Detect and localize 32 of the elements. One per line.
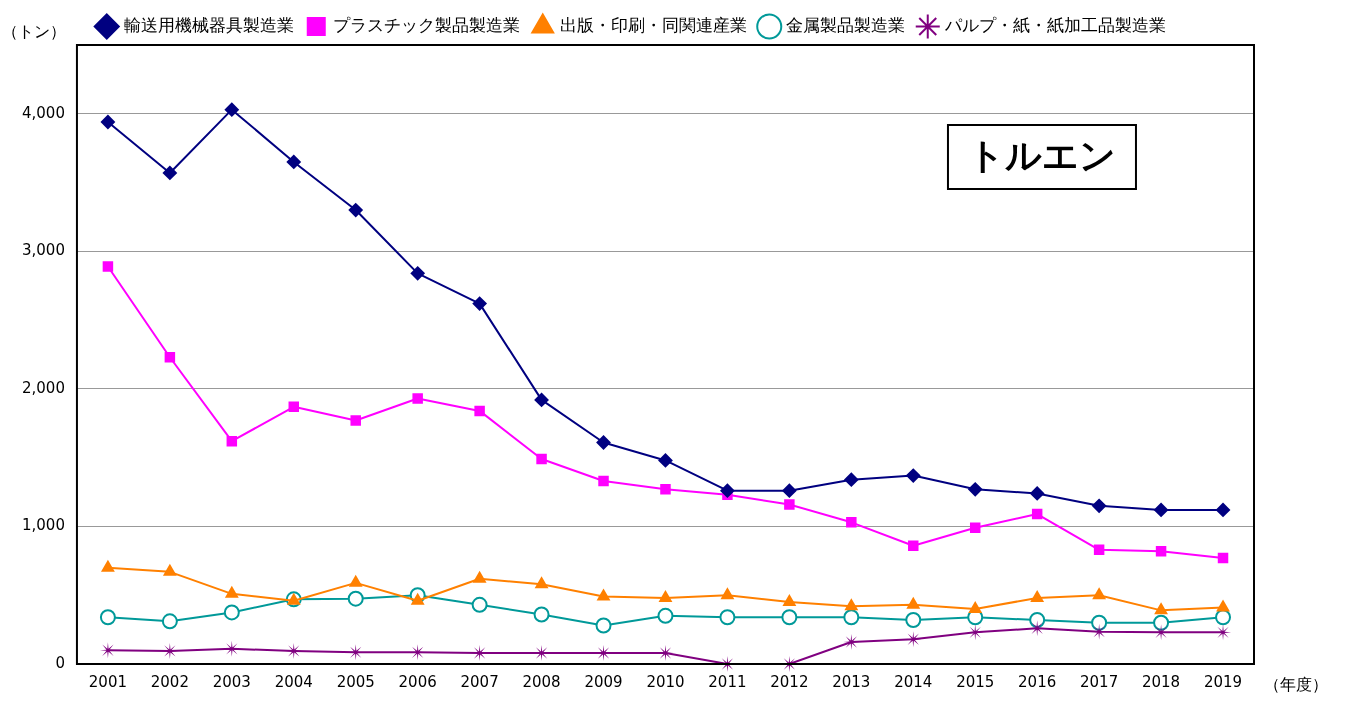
x-tick-label: 2015 (956, 672, 995, 691)
x-tick-label: 2004 (274, 672, 313, 691)
y-axis-title: （トン） (2, 22, 66, 42)
x-tick-label: 2006 (398, 672, 437, 691)
legend-label: 金属製品製造業 (786, 14, 906, 35)
x-tick-label: 2002 (150, 672, 189, 691)
y-tick-label: 4,000 (21, 103, 65, 122)
x-tick-label: 2017 (1080, 672, 1119, 691)
x-tick-label: 2012 (770, 672, 809, 691)
y-tick-label: 2,000 (21, 378, 65, 397)
x-tick-label: 2008 (522, 672, 561, 691)
legend-label: パルプ・紙・紙加工品製造業 (943, 14, 1166, 35)
x-axis-title: （年度） (1264, 675, 1328, 695)
legend-label: プラスチック製品製造業 (333, 14, 521, 35)
legend-label: 出版・印刷・同関連産業 (559, 14, 747, 35)
x-tick-label: 2011 (708, 672, 747, 691)
x-tick-label: 2003 (212, 672, 251, 691)
x-tick-label: 2001 (88, 672, 128, 691)
x-tick-label: 2007 (460, 672, 499, 691)
legend-label: 輸送用機械器具製造業 (123, 14, 294, 35)
y-tick-label: 3,000 (21, 241, 65, 260)
x-tick-label: 2013 (832, 672, 871, 691)
x-tick-label: 2018 (1141, 672, 1181, 691)
x-tick-label: 2009 (584, 672, 623, 691)
y-tick-label: 1,000 (21, 516, 65, 535)
text: トルエン (967, 135, 1116, 177)
y-tick-label: 0 (55, 653, 65, 672)
x-tick-label: 2005 (336, 672, 375, 691)
x-tick-label: 2016 (1018, 672, 1057, 691)
x-tick-label: 2014 (894, 672, 933, 691)
x-tick-label: 2019 (1203, 672, 1243, 691)
x-tick-label: 2010 (646, 672, 685, 691)
